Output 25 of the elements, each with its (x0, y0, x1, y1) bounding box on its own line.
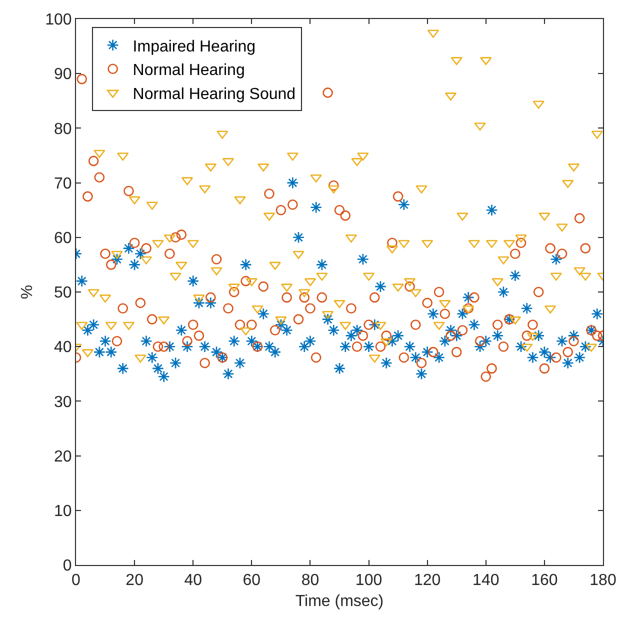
y-tick-label: 80 (54, 120, 72, 138)
x-tick-label: 140 (472, 572, 500, 590)
y-tick-label: 10 (54, 503, 72, 520)
y-tick-label: 40 (54, 339, 72, 356)
x-tick-label: 40 (184, 572, 202, 590)
y-tick-label: 70 (54, 175, 72, 192)
x-tick-label: 120 (414, 572, 441, 590)
y-tick-label: 0 (62, 558, 72, 575)
x-tick-label: 100 (355, 572, 382, 590)
x-axis-title: Time (msec) (295, 592, 384, 610)
x-tick-label: 20 (126, 572, 144, 590)
legend-label: Normal Hearing (132, 62, 245, 80)
y-tick-label: 60 (54, 230, 72, 247)
x-tick-label: 60 (242, 572, 261, 590)
legend-label: Impaired Hearing (132, 38, 256, 56)
y-tick-label: 20 (54, 448, 72, 466)
y-tick-label: 100 (45, 12, 72, 29)
x-tick-label: 180 (590, 572, 616, 590)
x-tick-label: 160 (531, 572, 558, 590)
legend-label: Normal Hearing Sound (132, 86, 296, 103)
y-tick-label: 30 (54, 394, 72, 411)
y-axis-title: % (18, 284, 36, 300)
y-tick-label: 90 (54, 66, 72, 84)
x-tick-label: 80 (301, 572, 320, 590)
y-tick-label: 50 (54, 284, 72, 302)
